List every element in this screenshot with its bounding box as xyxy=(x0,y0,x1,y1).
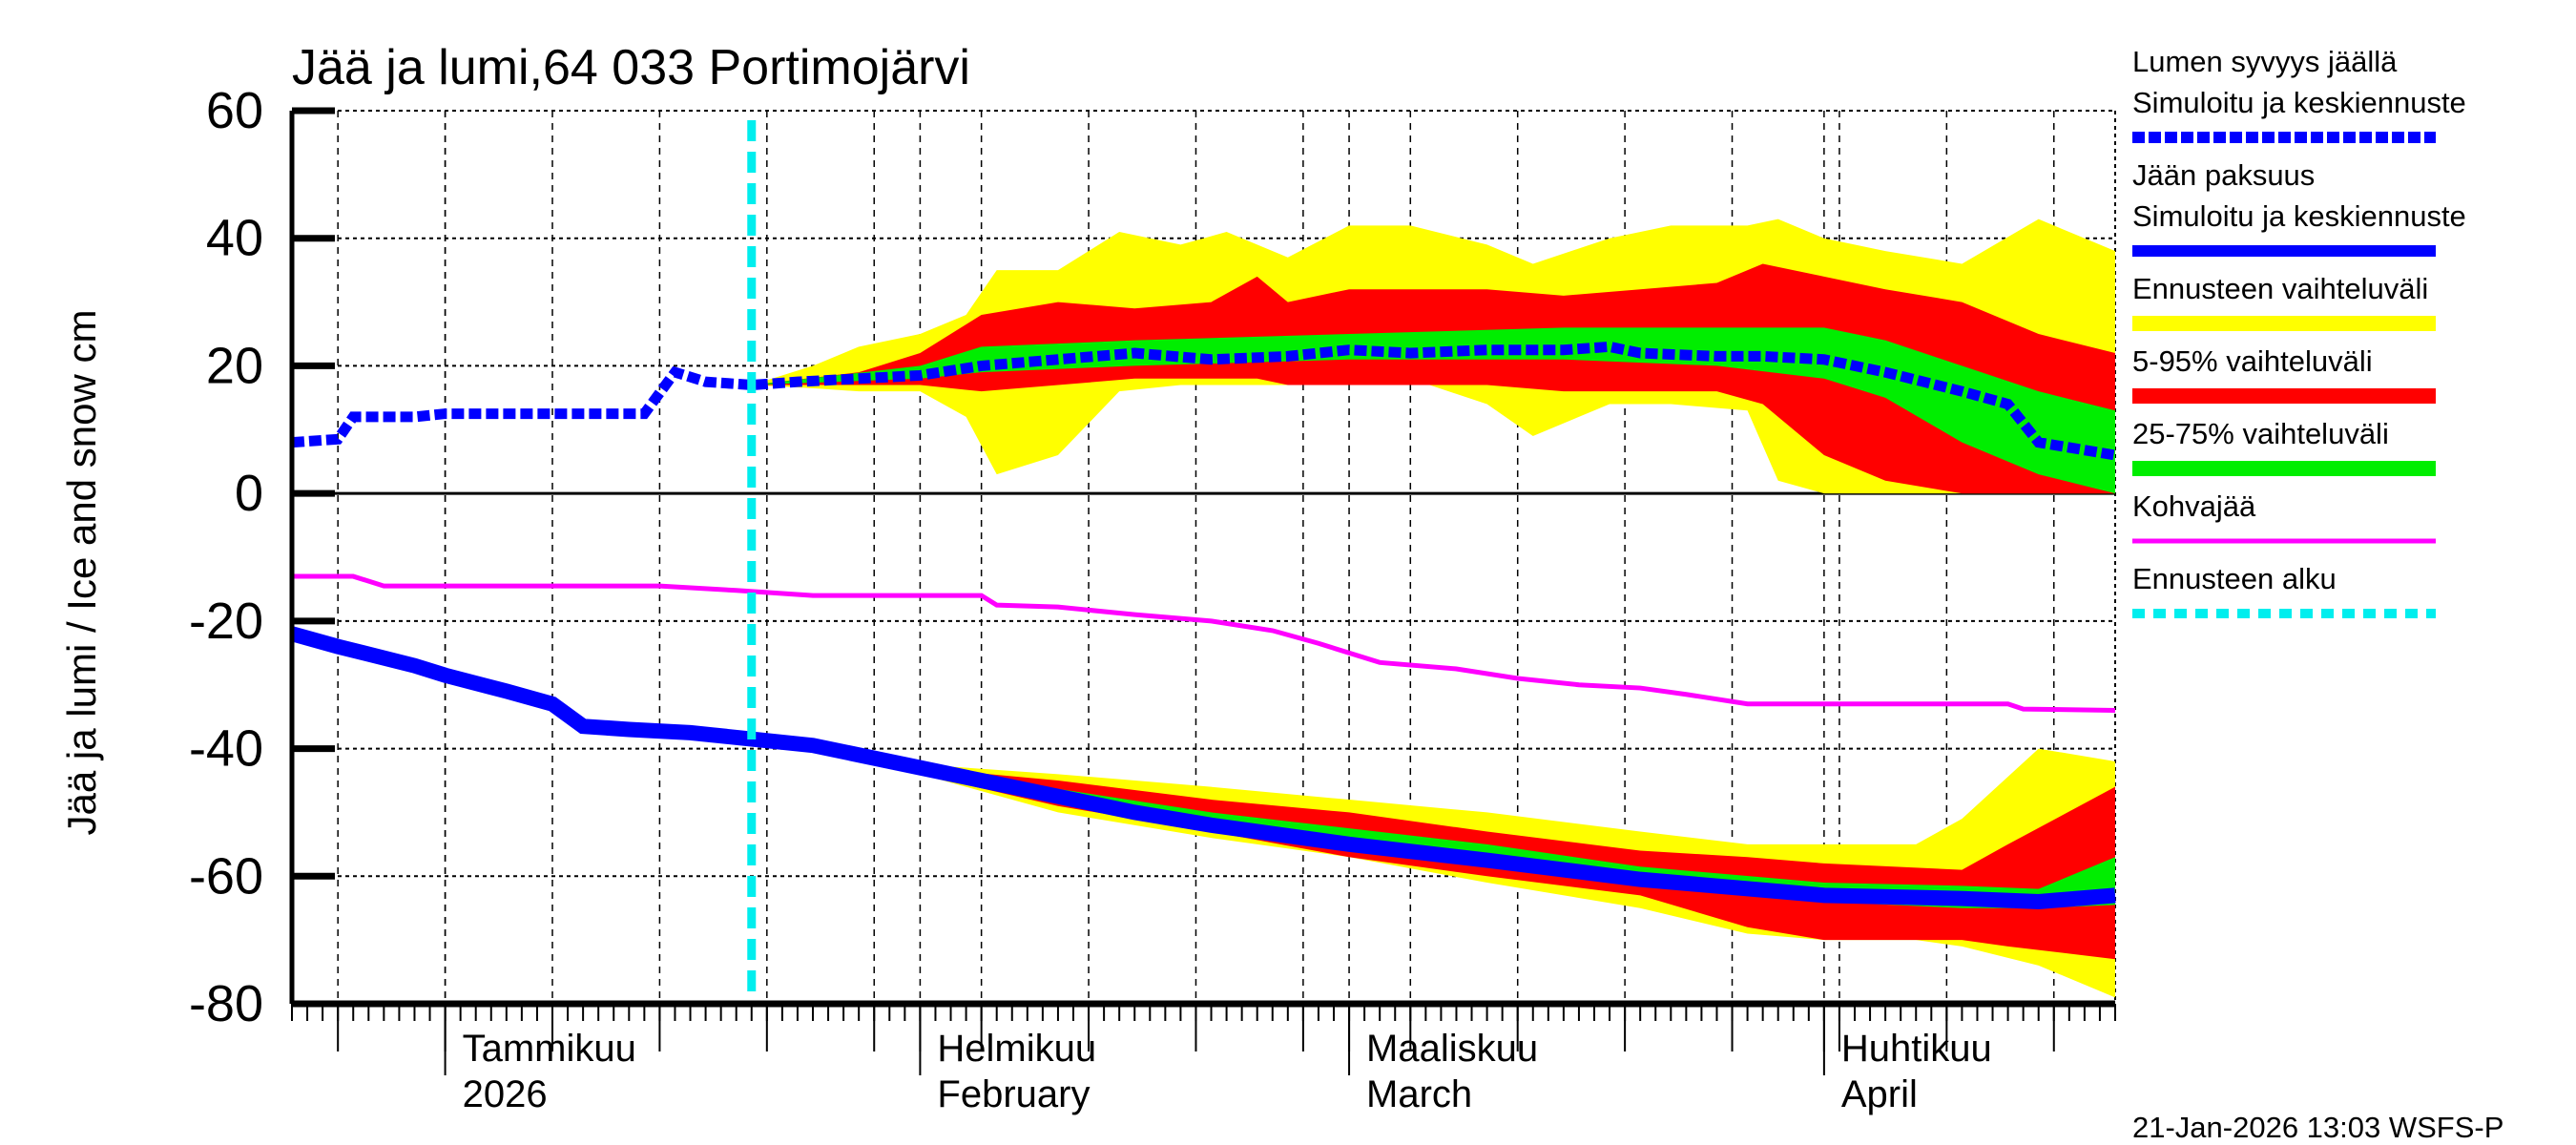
series-lines xyxy=(289,120,2116,1004)
x-month-label: Huhtikuu xyxy=(1841,1028,1992,1070)
x-month-label: Helmikuu xyxy=(937,1028,1096,1070)
legend-label: Ennusteen vaihteluväli xyxy=(2132,272,2428,305)
snow-25-75-band xyxy=(751,327,2116,494)
y-tick-label: 60 xyxy=(206,82,263,139)
legend: Lumen syvyys jäällä Simuloitu ja keskienn… xyxy=(2132,45,2466,618)
y-tick-label: -60 xyxy=(189,847,263,905)
snow-5-95-band xyxy=(751,263,2116,494)
y-tick-label: -20 xyxy=(189,593,263,650)
y-tick-label: 20 xyxy=(206,337,263,394)
legend-label: Ennusteen alku xyxy=(2132,562,2337,595)
x-month-label: Tammikuu xyxy=(463,1028,636,1070)
legend-label-2: Simuloitu ja keskiennuste xyxy=(2132,199,2466,233)
x-month-label: Maaliskuu xyxy=(1366,1028,1538,1070)
legend-label: 5-95% vaihteluväli xyxy=(2132,344,2373,378)
legend-label: 25-75% vaihteluväli xyxy=(2132,417,2389,450)
slush-ice-line xyxy=(292,573,2116,713)
bands xyxy=(751,219,2116,998)
ice-25-75-band xyxy=(751,739,2116,908)
timestamp: 21-Jan-2026 13:03 WSFS-P xyxy=(2132,1111,2503,1144)
ice-thickness-line xyxy=(289,626,2116,910)
x-month-label-en: March xyxy=(1366,1073,1472,1115)
y-tick-label: -40 xyxy=(189,720,263,778)
x-month-label-en: 2026 xyxy=(463,1073,548,1115)
y-tick-label: -80 xyxy=(189,975,263,1032)
legend-swatch-p25_75 xyxy=(2132,461,2436,476)
snow-depth-line xyxy=(291,341,2116,461)
legend-label: Kohvajää xyxy=(2132,489,2256,523)
legend-swatch-range xyxy=(2132,316,2436,331)
x-month-label-en: February xyxy=(937,1073,1090,1115)
legend-label-2: Simuloitu ja keskiennuste xyxy=(2132,86,2466,119)
x-month-label-en: April xyxy=(1841,1073,1918,1115)
y-tick-label: 0 xyxy=(235,465,263,522)
chart-title: Jää ja lumi,64 033 Portimojärvi xyxy=(292,40,970,95)
y-tick-label: 40 xyxy=(206,210,263,267)
legend-label: Jään paksuus xyxy=(2132,158,2315,192)
legend-label: Lumen syvyys jäällä xyxy=(2132,45,2398,78)
y-axis-label: Jää ja lumi / Ice and snow cm xyxy=(59,310,104,836)
legend-swatch-p5_95 xyxy=(2132,388,2436,404)
